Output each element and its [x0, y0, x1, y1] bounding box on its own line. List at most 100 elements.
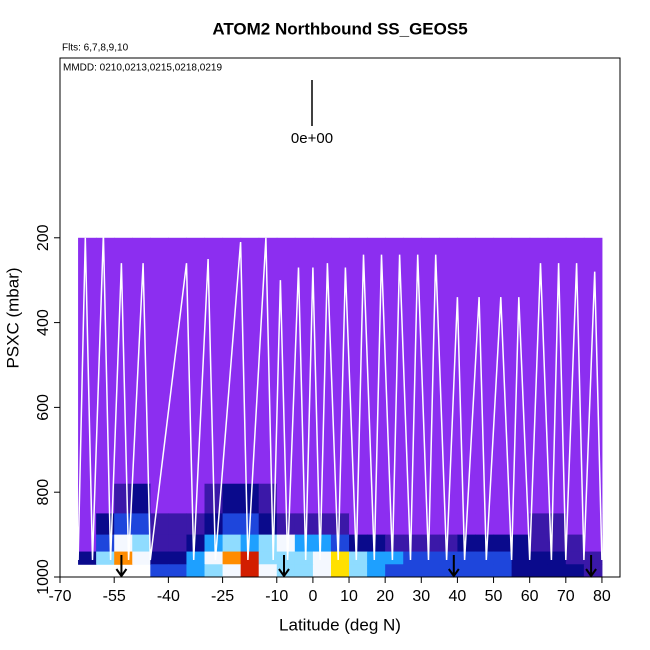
heat-cell	[547, 564, 567, 578]
heat-cell	[565, 551, 585, 565]
heat-cell	[583, 534, 603, 553]
heat-cell	[403, 564, 422, 578]
heat-cell	[529, 564, 549, 578]
heat-cell	[367, 564, 386, 578]
heat-cell	[186, 534, 206, 553]
y-tick-label: 200	[35, 224, 52, 251]
heat-cell	[312, 551, 332, 565]
marker-arrow	[447, 555, 460, 578]
x-tick-label: 0	[308, 588, 317, 605]
x-tick-label: 40	[449, 588, 467, 605]
heat-cell	[78, 551, 97, 565]
heat-cell	[511, 564, 531, 578]
heat-cell	[583, 551, 603, 565]
x-tick-label: -25	[211, 588, 234, 605]
heat-cell	[312, 534, 332, 553]
heat-cell	[475, 237, 495, 485]
x-tick-label: -10	[265, 588, 288, 605]
heat-cell	[439, 551, 458, 565]
heat-cell	[421, 534, 440, 553]
x-tick-label: -40	[157, 588, 180, 605]
heat-cell	[186, 564, 206, 578]
heat-cell	[547, 551, 567, 565]
dates-label: MMDD: 0210,0213,0215,0218,0219	[63, 63, 222, 74]
heat-cell	[565, 564, 585, 578]
heat-cell	[132, 483, 151, 514]
heat-cell	[385, 513, 404, 536]
heat-cell	[511, 534, 531, 553]
heat-cell	[529, 237, 549, 485]
heat-cell	[150, 237, 169, 485]
heat-cell	[240, 483, 260, 514]
heat-cell	[240, 551, 260, 565]
heat-cell	[439, 534, 458, 553]
heat-cell	[511, 551, 531, 565]
marker-arrow	[115, 555, 128, 578]
heat-cell	[114, 483, 133, 514]
heat-cell	[421, 551, 440, 565]
heat-cell	[493, 564, 513, 578]
heat-cell	[258, 564, 278, 578]
heat-cell	[312, 513, 332, 536]
heat-cell	[294, 534, 314, 553]
heat-cell	[583, 483, 603, 514]
heat-cell	[132, 513, 151, 536]
heat-cell	[132, 534, 151, 553]
heat-cell	[204, 564, 224, 578]
heat-cell	[421, 513, 440, 536]
heat-cell	[349, 534, 368, 553]
heat-cell	[132, 237, 151, 485]
heat-cell	[547, 237, 567, 485]
heat-cell	[330, 551, 350, 565]
heat-cell	[150, 483, 169, 514]
heat-cell	[529, 534, 549, 553]
x-tick-label: 50	[485, 588, 503, 605]
heat-cell	[150, 564, 169, 578]
heat-cell	[529, 483, 549, 514]
x-tick-label: 60	[521, 588, 539, 605]
x-tick-label: 70	[557, 588, 575, 605]
x-tick-label: 10	[340, 588, 358, 605]
heat-cell	[457, 564, 476, 578]
heat-cell	[240, 564, 260, 578]
heat-cell	[330, 564, 350, 578]
marker-arrow	[278, 555, 290, 578]
heat-cell	[475, 564, 495, 578]
heat-cell	[367, 513, 386, 536]
heat-cell	[240, 534, 260, 553]
heat-cell	[168, 513, 187, 536]
y-tick-label: 600	[35, 394, 52, 421]
heat-cell	[186, 483, 206, 514]
heat-cell	[276, 534, 296, 553]
heat-cell	[150, 551, 169, 565]
heat-cell	[385, 534, 404, 553]
plot-frame	[59, 57, 621, 578]
heat-cell	[421, 564, 440, 578]
heat-cell	[96, 551, 115, 565]
heat-cell	[276, 564, 296, 578]
heat-cell	[367, 534, 386, 553]
heat-cell	[276, 551, 296, 565]
heat-cell	[385, 551, 404, 565]
heat-cell	[168, 551, 187, 565]
heat-cell	[403, 513, 422, 536]
heat-cell	[457, 237, 476, 485]
x-tick-label: 20	[376, 588, 394, 605]
heat-cell	[222, 483, 242, 514]
y-axis-label: PSXC (mbar)	[3, 267, 22, 368]
heat-cell	[529, 551, 549, 565]
heat-cell	[403, 551, 422, 565]
heat-cell	[222, 534, 242, 553]
y-tick-label: 1000	[35, 559, 52, 595]
heat-cell	[150, 534, 169, 553]
heat-cell	[385, 564, 404, 578]
heat-cell	[511, 483, 531, 514]
marker-arrow	[585, 555, 597, 578]
heat-cell	[475, 551, 495, 565]
heat-cell	[457, 534, 476, 553]
heat-cell	[222, 513, 242, 536]
heat-cell	[132, 551, 151, 565]
heat-cell	[168, 483, 187, 514]
flights-label: Flts: 6,7,8,9,10	[62, 43, 129, 54]
